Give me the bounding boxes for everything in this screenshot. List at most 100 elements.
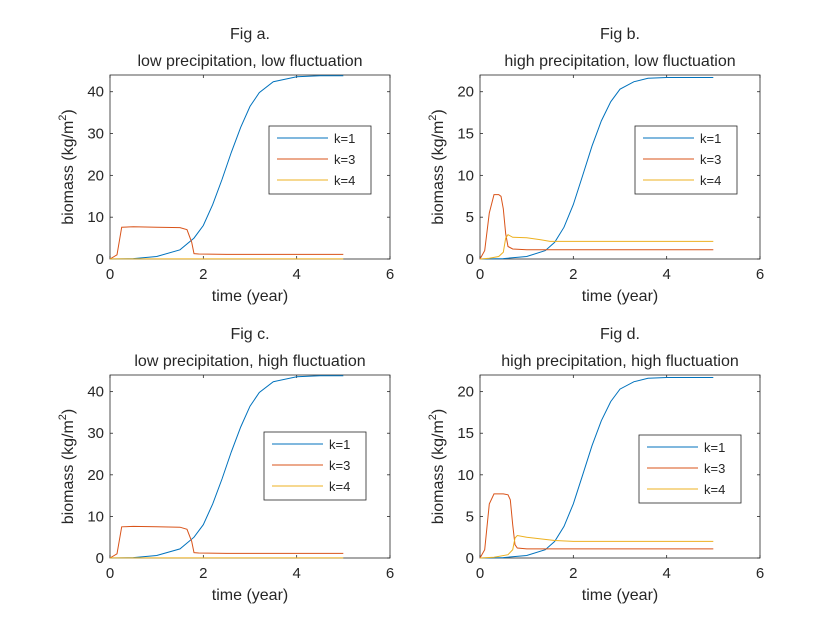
y-tick-label: 0 — [466, 550, 474, 567]
chart-subtitle: high precipitation, high fluctuation — [501, 353, 739, 370]
y-tick-label: 30 — [87, 425, 104, 442]
y-tick-label: 5 — [466, 508, 474, 525]
series-line-k3 — [479, 493, 714, 559]
axes-box — [479, 74, 761, 260]
chart-title: Fig b. — [600, 26, 640, 43]
subplot-2: Fig b. high precipitation, low fluctuatio… — [427, 26, 764, 305]
y-tick-label: 10 — [457, 167, 474, 184]
x-tick-label: 0 — [476, 266, 484, 283]
y-axis-label-superscript: 2 — [57, 414, 69, 420]
legend: k=1 k=3 k=4 — [263, 431, 367, 501]
legend: k=1 k=3 k=4 — [638, 434, 742, 504]
y-tick-label: 10 — [87, 209, 104, 226]
x-tick-label: 2 — [199, 565, 207, 582]
legend-label: k=4 — [334, 173, 355, 188]
chart-subtitle: low precipitation, high fluctuation — [134, 353, 365, 370]
y-tick-label: 10 — [457, 467, 474, 484]
legend-label: k=1 — [704, 440, 725, 455]
legend-label: k=1 — [334, 131, 355, 146]
y-axis-label: biomass (kg/m2) — [427, 109, 447, 224]
y-axis-label-main: biomass (kg/m — [60, 121, 77, 225]
chart-title: Fig d. — [600, 326, 640, 343]
series-line-k3 — [479, 194, 714, 260]
legend-box — [268, 125, 372, 195]
y-axis-label-end: ) — [60, 409, 77, 414]
y-tick-label: 20 — [87, 167, 104, 184]
x-tick-label: 0 — [476, 565, 484, 582]
x-tick-label: 2 — [569, 266, 577, 283]
legend-label: k=1 — [700, 131, 721, 146]
chart-subtitle: high precipitation, low fluctuation — [504, 53, 735, 70]
y-axis-label-end: ) — [430, 409, 447, 414]
x-tick-label: 6 — [386, 266, 394, 283]
x-tick-label: 6 — [386, 565, 394, 582]
y-tick-label: 40 — [87, 384, 104, 401]
y-axis-label: biomass (kg/m2) — [427, 409, 447, 524]
subplot-1: Fig a. low precipitation, low fluctuation… — [57, 26, 394, 305]
axes-box — [479, 374, 761, 559]
series-line-k4 — [479, 534, 714, 559]
y-axis-label-main: biomass (kg/m — [430, 121, 447, 225]
chart-subtitle: low precipitation, low fluctuation — [137, 53, 362, 70]
series-line-k3 — [109, 525, 344, 559]
legend: k=1 k=3 k=4 — [268, 125, 372, 195]
y-tick-label: 5 — [466, 209, 474, 226]
legend-label: k=4 — [329, 479, 350, 494]
x-tick-label: 6 — [756, 565, 764, 582]
chart-title: Fig c. — [230, 326, 269, 343]
series-line-k1 — [109, 375, 344, 559]
legend: k=1 k=3 k=4 — [634, 125, 738, 195]
y-tick-label: 20 — [457, 84, 474, 101]
y-axis-label-main: biomass (kg/m — [430, 420, 447, 524]
legend-label: k=3 — [704, 461, 725, 476]
x-tick-label: 4 — [292, 266, 300, 283]
legend-box — [263, 431, 367, 501]
y-tick-label: 15 — [457, 126, 474, 143]
subplot-3: Fig c. low precipitation, high fluctuatio… — [57, 326, 394, 604]
legend-label: k=1 — [329, 437, 350, 452]
series-line-k3 — [109, 226, 344, 260]
legend-label: k=4 — [700, 173, 721, 188]
x-tick-label: 4 — [662, 266, 670, 283]
y-axis-label: biomass (kg/m2) — [57, 409, 77, 524]
x-tick-label: 6 — [756, 266, 764, 283]
x-axis-label: time (year) — [582, 288, 658, 305]
legend-box — [634, 125, 738, 195]
x-axis-label: time (year) — [212, 587, 288, 604]
series-line-k1 — [479, 77, 714, 260]
y-axis-label-superscript: 2 — [427, 414, 439, 420]
x-tick-label: 2 — [569, 565, 577, 582]
y-tick-label: 30 — [87, 126, 104, 143]
y-tick-label: 20 — [457, 384, 474, 401]
x-tick-label: 4 — [662, 565, 670, 582]
legend-label: k=3 — [700, 152, 721, 167]
series-line-k1 — [109, 75, 344, 260]
y-axis-label-main: biomass (kg/m — [60, 420, 77, 524]
x-axis-label: time (year) — [582, 587, 658, 604]
legend-label: k=3 — [334, 152, 355, 167]
series-line-k1 — [479, 377, 714, 559]
x-tick-label: 0 — [106, 565, 114, 582]
y-axis-label-superscript: 2 — [57, 115, 69, 121]
y-tick-label: 10 — [87, 508, 104, 525]
y-tick-label: 0 — [96, 550, 104, 567]
subplot-4: Fig d. high precipitation, high fluctuati… — [427, 326, 764, 604]
legend-box — [638, 434, 742, 504]
legend-label: k=3 — [329, 458, 350, 473]
x-tick-label: 2 — [199, 266, 207, 283]
y-axis-label-end: ) — [60, 109, 77, 114]
chart-title: Fig a. — [230, 26, 270, 43]
y-tick-label: 0 — [466, 251, 474, 268]
y-axis-label: biomass (kg/m2) — [57, 109, 77, 224]
y-tick-label: 20 — [87, 467, 104, 484]
x-tick-label: 0 — [106, 266, 114, 283]
x-tick-label: 4 — [292, 565, 300, 582]
y-tick-label: 40 — [87, 84, 104, 101]
x-axis-label: time (year) — [212, 288, 288, 305]
series-line-k4 — [479, 234, 714, 260]
y-axis-label-superscript: 2 — [427, 115, 439, 121]
legend-label: k=4 — [704, 482, 725, 497]
y-tick-label: 0 — [96, 251, 104, 268]
y-tick-label: 15 — [457, 425, 474, 442]
